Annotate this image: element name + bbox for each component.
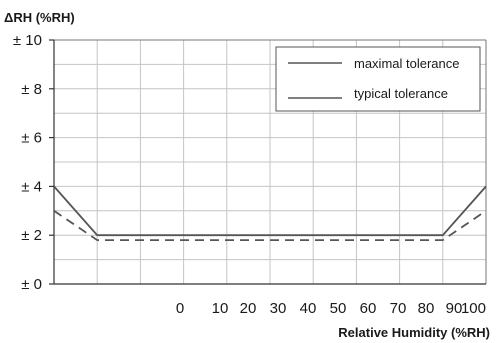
y-tick-label: ± 2: [21, 227, 42, 244]
x-tick-label: 50: [330, 300, 347, 317]
y-tick-labels: ± 0 ± 2 ± 4 ± 6 ± 8 ± 10: [13, 32, 42, 293]
x-tick-label: 40: [300, 300, 317, 317]
x-tick-label: 60: [360, 300, 377, 317]
x-tick-label: 70: [390, 300, 407, 317]
x-tick-label: 0: [176, 300, 184, 317]
y-tick-label: ± 6: [21, 130, 42, 147]
x-tick-label: 30: [270, 300, 287, 317]
x-tick-label: 100: [461, 300, 486, 317]
y-axis-label: ΔRH (%RH): [4, 10, 75, 25]
y-tick-label: ± 0: [21, 276, 42, 293]
y-tick-label: ± 4: [21, 178, 42, 195]
x-axis-label: Relative Humidity (%RH): [338, 325, 490, 340]
x-tick-label: 20: [240, 300, 257, 317]
series-line-typical-tolerance: [53, 210, 487, 242]
x-tick-label: 90: [446, 300, 463, 317]
series-line-maximal-tolerance: [53, 185, 487, 237]
x-tick-label: 10: [212, 300, 229, 317]
legend-label-typical: typical tolerance: [354, 86, 448, 101]
legend: maximal tolerance typical tolerance: [275, 46, 481, 112]
x-tick-label: 80: [418, 300, 435, 317]
axes: [49, 39, 487, 285]
series-group: [53, 185, 487, 242]
y-tick-label: ± 10: [13, 32, 42, 49]
y-tick-label: ± 8: [21, 81, 42, 98]
legend-label-maximal: maximal tolerance: [354, 56, 460, 71]
legend-box: [275, 46, 481, 112]
